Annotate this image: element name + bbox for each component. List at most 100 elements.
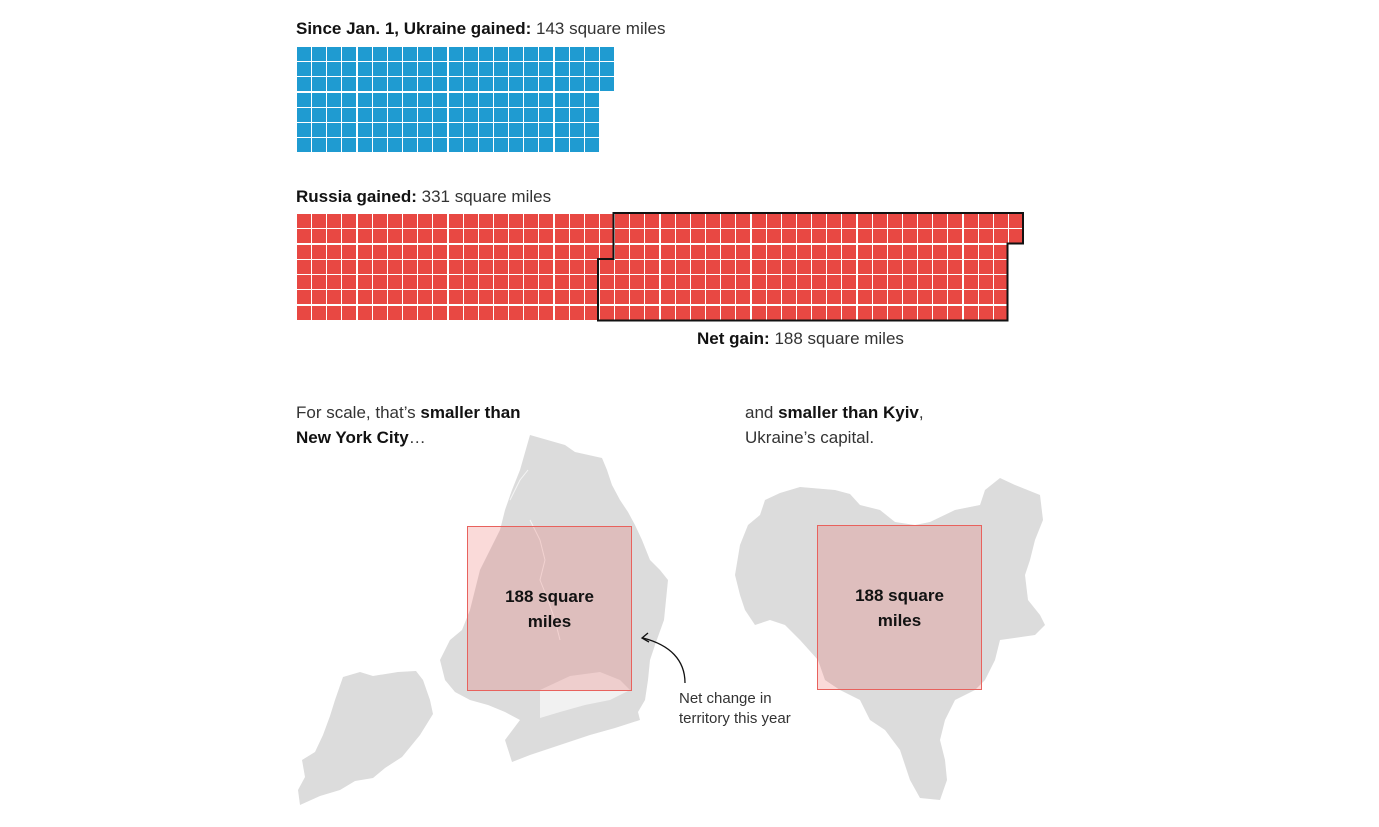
waffle-cell	[554, 77, 569, 92]
waffle-cell	[509, 244, 524, 259]
kyiv-scale-box: 188 square miles	[817, 525, 982, 690]
waffle-cell	[554, 275, 569, 289]
waffle-cell	[539, 62, 554, 77]
waffle-cell	[372, 92, 387, 107]
waffle-cell	[312, 290, 327, 305]
waffle-cell	[327, 244, 342, 259]
waffle-cell	[463, 123, 478, 137]
waffle-cell	[509, 229, 524, 244]
waffle-cell	[463, 92, 478, 107]
waffle-cell	[584, 62, 599, 77]
waffle-cell	[539, 92, 554, 107]
waffle-cell	[569, 229, 584, 244]
waffle-cell	[493, 290, 508, 305]
waffle-cell	[463, 107, 478, 122]
waffle-cell	[327, 229, 342, 244]
waffle-cell	[342, 275, 357, 289]
waffle-cell	[554, 92, 569, 107]
kyiv-shape	[735, 478, 1045, 800]
waffle-cell	[584, 77, 599, 92]
russia-gain-value: 331 square miles	[416, 187, 552, 206]
waffle-cell	[342, 123, 357, 137]
waffle-cell	[478, 47, 493, 61]
waffle-cell	[448, 305, 463, 320]
waffle-cell	[327, 47, 342, 61]
waffle-cell	[403, 92, 418, 107]
waffle-cell	[418, 275, 433, 289]
waffle-cell	[433, 77, 448, 92]
waffle-cell	[524, 305, 539, 320]
waffle-cell	[403, 123, 418, 137]
waffle-cell	[433, 138, 448, 153]
waffle-cell	[463, 305, 478, 320]
nyc-staten-island-shape	[298, 671, 433, 805]
waffle-cell	[539, 214, 554, 228]
annotation-arrow	[642, 637, 686, 684]
waffle-cell	[312, 92, 327, 107]
waffle-cell	[554, 229, 569, 244]
nyc-scale-box: 188 square miles	[467, 526, 632, 691]
waffle-cell	[372, 305, 387, 320]
waffle-cell	[569, 290, 584, 305]
waffle-cell	[584, 290, 599, 305]
waffle-cell	[312, 107, 327, 122]
waffle-cell	[387, 138, 402, 153]
waffle-cell	[403, 244, 418, 259]
waffle-cell	[357, 290, 372, 305]
waffle-cell	[418, 92, 433, 107]
waffle-cell	[433, 92, 448, 107]
waffle-cell	[478, 229, 493, 244]
waffle-cell	[524, 77, 539, 92]
nyc-scale-box-label: 188 square miles	[505, 586, 594, 631]
waffle-cell	[327, 123, 342, 137]
waffle-cell	[493, 47, 508, 61]
waffle-cell	[539, 275, 554, 289]
waffle-cell	[584, 123, 599, 137]
waffle-cell	[448, 47, 463, 61]
waffle-cell	[478, 107, 493, 122]
waffle-cell	[357, 229, 372, 244]
waffle-cell	[312, 214, 327, 228]
waffle-cell	[524, 123, 539, 137]
waffle-cell	[342, 214, 357, 228]
waffle-cell	[342, 290, 357, 305]
waffle-cell	[403, 214, 418, 228]
waffle-cell	[524, 290, 539, 305]
waffle-cell	[600, 77, 614, 92]
waffle-cell	[387, 107, 402, 122]
waffle-cell	[357, 259, 372, 274]
waffle-cell	[403, 229, 418, 244]
waffle-cell	[478, 305, 493, 320]
waffle-cell	[539, 107, 554, 122]
waffle-cell	[312, 47, 327, 61]
waffle-cell	[297, 290, 311, 305]
waffle-cell	[342, 244, 357, 259]
waffle-cell	[372, 47, 387, 61]
waffle-cell	[493, 138, 508, 153]
waffle-cell	[357, 275, 372, 289]
waffle-cell	[403, 305, 418, 320]
waffle-cell	[418, 259, 433, 274]
waffle-cell	[327, 77, 342, 92]
waffle-cell	[463, 138, 478, 153]
nyc-caption: For scale, that’s smaller than New York …	[296, 403, 521, 447]
waffle-cell	[478, 214, 493, 228]
net-gain-label-bold: Net gain:	[697, 329, 770, 348]
waffle-cell	[509, 62, 524, 77]
waffle-cell	[387, 62, 402, 77]
waffle-cell	[312, 138, 327, 153]
waffle-cell	[433, 305, 448, 320]
waffle-cell	[418, 214, 433, 228]
waffle-cell	[312, 244, 327, 259]
waffle-cell	[584, 47, 599, 61]
waffle-cell	[297, 47, 311, 61]
waffle-cell	[297, 214, 311, 228]
kyiv-scale-box-label: 188 square miles	[855, 585, 944, 630]
waffle-cell	[509, 290, 524, 305]
waffle-cell	[403, 47, 418, 61]
waffle-cell	[539, 305, 554, 320]
waffle-cell	[327, 275, 342, 289]
waffle-cell	[448, 92, 463, 107]
waffle-cell	[403, 275, 418, 289]
waffle-cell	[418, 107, 433, 122]
